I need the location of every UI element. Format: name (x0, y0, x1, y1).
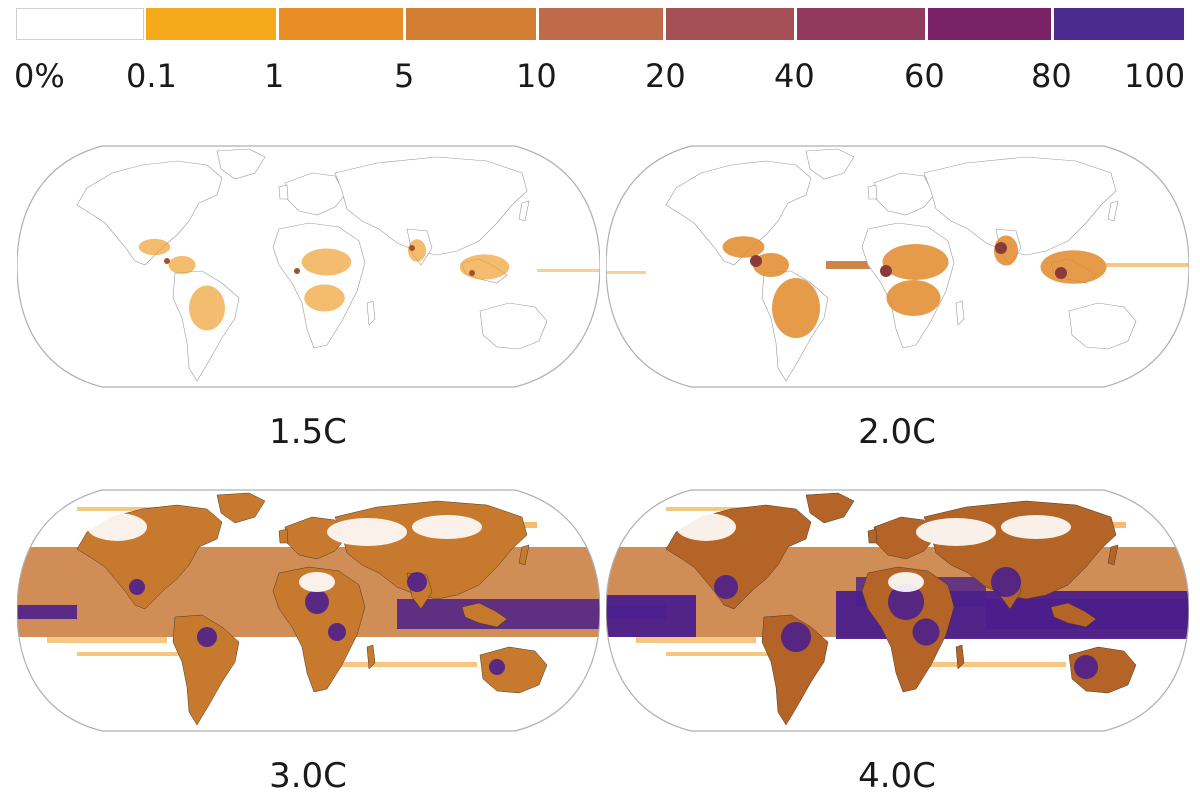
landmass-uk (867, 184, 878, 200)
legend-tick-label: 10 (516, 57, 557, 95)
legend-bin-8 (1054, 8, 1184, 40)
landmass-japan (1107, 544, 1119, 566)
world-map (17, 145, 600, 388)
legend-bin-1 (146, 8, 276, 40)
landmass-australia (479, 302, 548, 350)
legend-bin-2 (279, 8, 403, 40)
map-frame (17, 489, 600, 732)
landmass-greenland (216, 492, 266, 524)
map-label: 3.0C (269, 756, 347, 796)
legend-tick-label: 80 (1031, 57, 1072, 95)
legend-tick-label: 20 (645, 57, 686, 95)
landmass-asia (923, 156, 1117, 256)
landmass-greenland (805, 148, 855, 180)
landmass-africa (272, 566, 366, 693)
landmass-seasia (461, 602, 508, 628)
landmass-europe (873, 172, 935, 216)
legend-bin-0 (16, 8, 144, 40)
legend-tick-label: 5 (394, 57, 415, 95)
map-panel-4 (606, 487, 1189, 734)
map-label: 1.5C (269, 412, 347, 452)
landmass-africa (861, 566, 955, 693)
landmass-greenland (805, 492, 855, 524)
landmass-australia (1068, 302, 1137, 350)
landmass-madagascar (955, 644, 965, 670)
landmass-uk (278, 528, 289, 544)
landmass-madagascar (366, 644, 376, 670)
landmass-southAmerica (761, 614, 829, 726)
landmass-southAmerica (172, 614, 240, 726)
legend-bin-3 (406, 8, 536, 40)
legend-tick-label: 40 (774, 57, 815, 95)
map-label: 2.0C (858, 412, 936, 452)
landmass-asia (334, 156, 528, 256)
legend-tick-label: 0.1 (126, 57, 177, 95)
legend-bin-7 (928, 8, 1051, 40)
landmass-madagascar (955, 300, 965, 326)
legend-tick-label: 60 (904, 57, 945, 95)
landmass-seasia (1050, 602, 1097, 628)
map-fill-layer (606, 490, 1189, 731)
legend-bin-4 (539, 8, 663, 40)
legend-tick-label: 1 (264, 57, 285, 95)
legend-tick-label: 0% (14, 57, 65, 95)
map-panel-3 (17, 487, 600, 734)
legend-bin-6 (797, 8, 925, 40)
map-panel-2 (606, 143, 1189, 390)
landmass-madagascar (366, 300, 376, 326)
landmass-uk (867, 528, 878, 544)
legend-tick-label: 100 (1124, 57, 1186, 95)
landmass-japan (518, 544, 530, 566)
landmass-uk (278, 184, 289, 200)
landmass-australia (479, 646, 548, 694)
landmass-northAmerica (76, 160, 223, 266)
map-fill-layer (17, 146, 600, 387)
map-frame (17, 145, 600, 388)
landmass-japan (1107, 200, 1119, 222)
legend: 0% 0.1 1 5 10 20 40 60 80 100 (0, 0, 1200, 100)
map-panel-1 (17, 143, 600, 390)
landmass-japan (518, 200, 530, 222)
map-fill-layer (606, 146, 1189, 387)
map-frame (606, 489, 1189, 732)
world-map (606, 145, 1189, 388)
landmass-northAmerica (665, 160, 812, 266)
landmass-greenland (216, 148, 266, 180)
map-label: 4.0C (858, 756, 936, 796)
world-map (17, 489, 600, 732)
map-fill-layer (17, 490, 600, 731)
world-map (606, 489, 1189, 732)
map-frame (606, 145, 1189, 388)
legend-bin-5 (666, 8, 794, 40)
landmass-europe (284, 172, 346, 216)
